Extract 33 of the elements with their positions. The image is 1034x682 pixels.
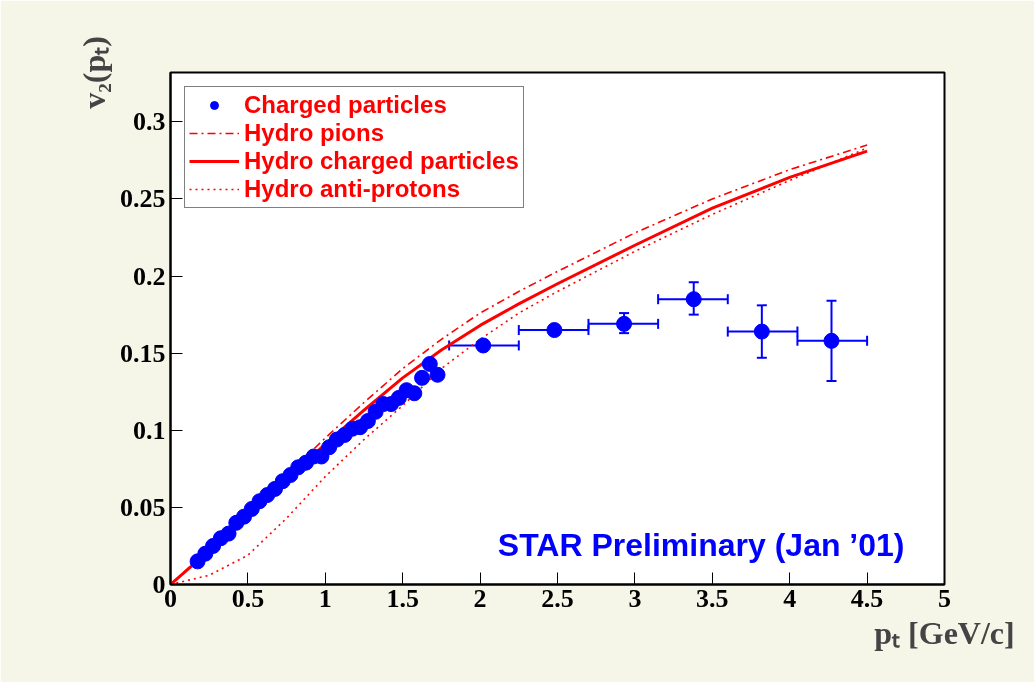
y-tick-label: 0.1 <box>133 415 166 445</box>
x-tick-label: 3.5 <box>696 583 729 613</box>
point <box>421 355 438 372</box>
point <box>475 337 492 354</box>
legend-label: Hydro anti-protons <box>244 175 460 203</box>
y-tick-label: 0.05 <box>120 492 166 522</box>
x-tick-label: 4.5 <box>850 583 884 613</box>
y-tick-label: 0.2 <box>133 261 166 291</box>
annotation: STAR Preliminary (Jan ’01) <box>497 526 905 563</box>
x-tick-label: 3 <box>628 583 642 613</box>
x-tick-label: 1 <box>318 583 332 613</box>
legend-label: Hydro charged particles <box>244 147 519 175</box>
y-tick-label: 0.3 <box>133 107 166 137</box>
point <box>823 332 840 349</box>
point <box>753 323 770 340</box>
point <box>220 525 237 542</box>
legend-label: Charged particles <box>244 91 447 119</box>
legend-label: Hydro pions <box>244 119 385 147</box>
x-tick-label: 4 <box>783 583 797 613</box>
x-tick-label: 2 <box>473 583 487 613</box>
x-tick-label: 1.5 <box>386 583 419 613</box>
x-tick-label: 0.5 <box>231 583 265 613</box>
x-tick-label: 2.5 <box>541 583 574 613</box>
point <box>429 366 446 383</box>
point <box>546 322 563 339</box>
y-tick-label: 0.25 <box>120 184 166 214</box>
x-tick-label: 5 <box>938 583 951 613</box>
point <box>685 291 702 308</box>
y-axis-title: v₂(pₜ) <box>76 36 112 109</box>
point <box>406 385 423 402</box>
x-axis-title: pₜ [GeV/c] <box>874 614 1015 651</box>
point <box>414 369 431 386</box>
y-tick-label: 0.15 <box>120 338 166 368</box>
